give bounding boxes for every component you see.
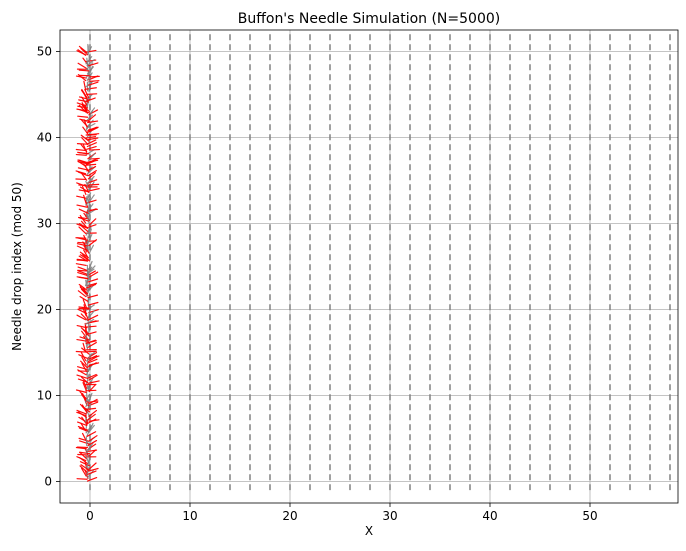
crossing-needle — [79, 70, 89, 71]
x-tick-label: 10 — [182, 509, 197, 523]
crossing-needle — [76, 155, 86, 156]
crossing-needle — [89, 81, 99, 82]
x-tick-label: 50 — [582, 509, 597, 523]
non-crossing-needle — [86, 240, 87, 249]
crossing-needle — [77, 144, 87, 145]
y-tick-label: 0 — [44, 475, 52, 489]
crossing-needle — [79, 308, 89, 309]
y-tick-label: 20 — [37, 303, 52, 317]
x-tick-label: 20 — [282, 509, 297, 523]
crossing-needle — [78, 242, 88, 243]
y-tick-label: 50 — [37, 45, 52, 59]
y-tick-label: 30 — [37, 217, 52, 231]
crossing-needle — [77, 479, 87, 480]
y-axis-label: Needle drop index (mod 50) — [10, 182, 24, 351]
x-tick-label: 0 — [86, 509, 94, 523]
crossing-needle — [78, 270, 88, 271]
x-tick-label: 30 — [382, 509, 397, 523]
x-axis-label: X — [365, 524, 373, 538]
crossing-needle — [87, 94, 97, 95]
crossing-needle — [86, 351, 96, 352]
y-tick-label: 10 — [37, 389, 52, 403]
crossing-needle — [89, 184, 99, 185]
crossing-needle — [76, 351, 86, 352]
y-tick-label: 40 — [37, 131, 52, 145]
chart-title: Buffon's Needle Simulation (N=5000) — [238, 11, 500, 27]
x-tick-label: 40 — [482, 509, 497, 523]
